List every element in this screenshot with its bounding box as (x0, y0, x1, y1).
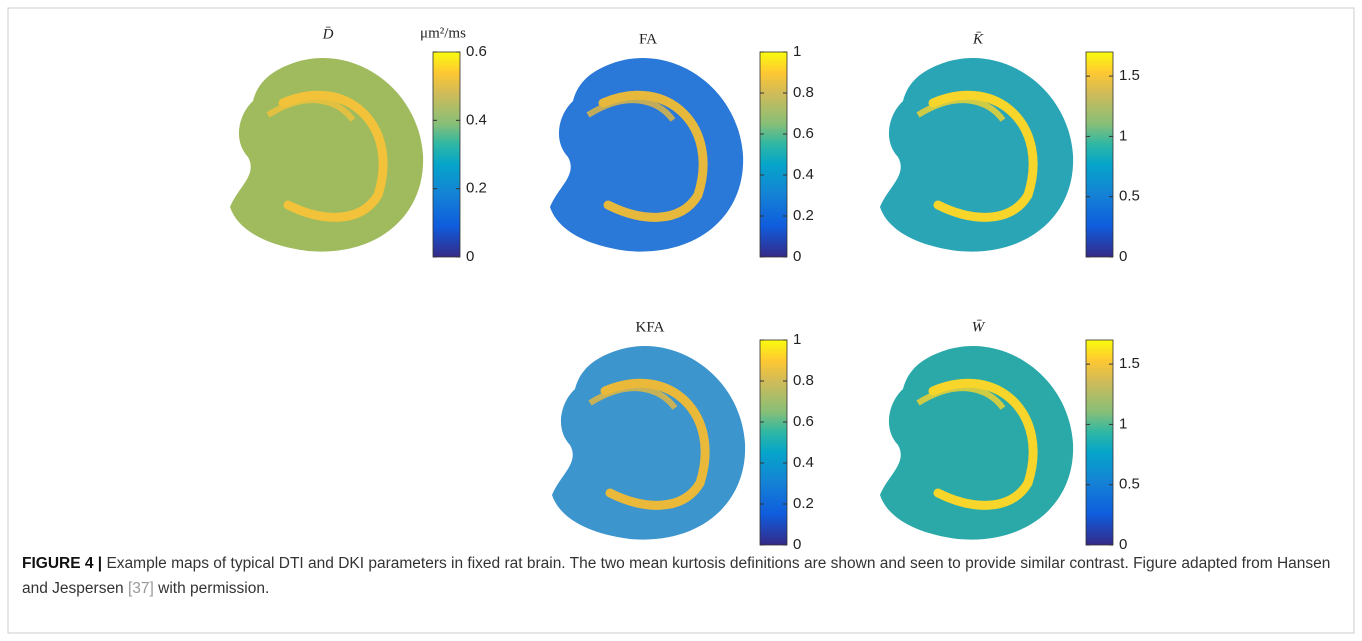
caption-ref[interactable]: [37] (128, 580, 154, 597)
colorbar-tick-label: 0.2 (466, 180, 487, 197)
colorbar (432, 51, 461, 258)
brain-map (880, 346, 1074, 540)
panel-title: D̄ (322, 26, 334, 42)
brain-map (880, 58, 1074, 252)
colorbar-tick-label: 0.8 (793, 372, 814, 389)
brain-structure (588, 385, 678, 410)
colorbar-tick-label: 0 (1119, 536, 1127, 553)
colorbar-tick-label: 0 (793, 248, 801, 265)
panel: D̄ (230, 26, 424, 252)
colorbar-tick-label: 0.4 (793, 454, 814, 471)
brain-structure (278, 90, 388, 222)
colorbar-tick-label: 0.5 (1119, 476, 1140, 493)
brain-structure (586, 97, 676, 122)
brain-structure (928, 378, 1038, 510)
colorbar (759, 339, 788, 546)
colorbar-tick-label: 0.4 (793, 166, 814, 183)
brain-structure (600, 378, 710, 510)
brain-map (550, 58, 744, 252)
colorbar-tick-label: 0.5 (1119, 188, 1140, 205)
colorbar-tick-label: 1.5 (1119, 355, 1140, 372)
brain-structure (916, 385, 1006, 410)
brain-map (552, 346, 746, 540)
brain-structure (916, 97, 1006, 122)
colorbar (1085, 339, 1114, 546)
colorbar-tick-label: 1 (793, 43, 801, 60)
colorbar-tick-label: 0.8 (793, 84, 814, 101)
colorbar-tick-label: 0.6 (793, 413, 814, 430)
caption: FIGURE 4 | Example maps of typical DTI a… (22, 551, 1340, 601)
colorbar-tick-label: 0.6 (793, 125, 814, 142)
panel: W̄ (880, 319, 1074, 540)
panel-title: KFA (636, 319, 665, 335)
colorbar-tick-label: 0.2 (793, 495, 814, 512)
brain-structure (598, 90, 708, 222)
colorbar (1085, 51, 1114, 258)
colorbar-tick-label: 0.6 (466, 43, 487, 60)
caption-label: FIGURE 4 | (22, 555, 103, 572)
colorbar-tick-label: 1 (1119, 127, 1127, 144)
colorbar-tick-label: 1 (793, 331, 801, 348)
brain-structure (266, 97, 356, 122)
colorbar-unit: μm²/ms (420, 25, 466, 41)
panel-title: FA (639, 31, 657, 47)
brain-map (230, 58, 424, 252)
panel-title: K̄ (972, 31, 984, 47)
colorbar-tick-label: 0 (1119, 248, 1127, 265)
panel: FA (550, 31, 744, 252)
panel: KFA (552, 319, 746, 540)
colorbar-tick-label: 1 (1119, 415, 1127, 432)
colorbar-tick-label: 0.2 (793, 207, 814, 224)
colorbar (759, 51, 788, 258)
brain-structure (928, 90, 1038, 222)
colorbar-tick-label: 0 (466, 248, 474, 265)
colorbar-tick-label: 0.4 (466, 111, 487, 128)
figure-frame (7, 7, 1355, 634)
colorbar-tick-label: 1.5 (1119, 67, 1140, 84)
caption-text-end: with permission. (158, 580, 270, 597)
colorbar-tick-label: 0 (793, 536, 801, 553)
panel: K̄ (880, 31, 1074, 252)
caption-text: Example maps of typical DTI and DKI para… (22, 555, 1331, 597)
panel-title: W̄ (972, 319, 986, 335)
